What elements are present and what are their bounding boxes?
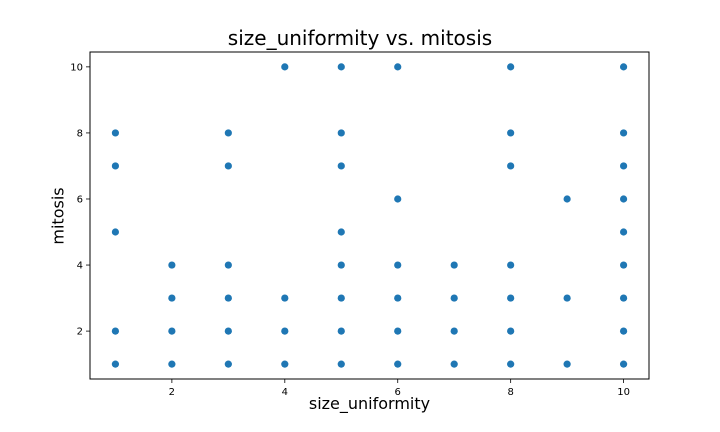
data-point: [224, 129, 232, 137]
data-point: [507, 129, 515, 137]
data-point: [507, 63, 515, 71]
data-point: [619, 129, 628, 137]
data-point: [111, 228, 120, 236]
data-point: [394, 360, 402, 368]
data-point: [337, 129, 345, 137]
y-tick-label: 10: [70, 62, 83, 73]
data-point: [337, 360, 345, 368]
data-point: [619, 360, 628, 368]
data-point: [337, 63, 345, 71]
data-point: [394, 327, 402, 335]
data-point: [111, 360, 120, 368]
data-point: [450, 294, 458, 302]
data-point: [337, 162, 345, 170]
data-point: [619, 195, 628, 203]
data-point: [168, 261, 176, 269]
data-point: [168, 294, 176, 302]
data-point: [337, 261, 345, 269]
x-tick-label: 10: [617, 387, 630, 398]
y-axis-ticks: 2 4 6 8 10: [70, 62, 90, 338]
x-tick-label: 4: [282, 387, 288, 398]
data-point: [450, 261, 458, 269]
data-points: [111, 63, 628, 368]
data-point: [224, 294, 232, 302]
data-point: [507, 360, 515, 368]
data-point: [281, 360, 289, 368]
data-point: [281, 327, 289, 335]
data-point: [563, 360, 571, 368]
x-tick-label: 6: [395, 387, 401, 398]
y-tick-label: 2: [77, 327, 83, 338]
data-point: [111, 129, 120, 137]
y-tick-label: 6: [77, 194, 83, 205]
data-point: [394, 261, 402, 269]
plot-frame: [89, 51, 650, 380]
data-point: [619, 63, 628, 71]
data-point: [224, 360, 232, 368]
data-point: [507, 294, 515, 302]
data-point: [619, 228, 628, 236]
data-point: [111, 162, 120, 170]
data-point: [281, 294, 289, 302]
data-point: [507, 162, 515, 170]
data-point: [450, 360, 458, 368]
data-point: [619, 162, 628, 170]
data-point: [224, 162, 232, 170]
data-point: [168, 360, 176, 368]
data-point: [224, 261, 232, 269]
data-point: [619, 261, 628, 269]
data-point: [394, 294, 402, 302]
data-point: [394, 63, 402, 71]
y-tick-label: 8: [77, 128, 83, 139]
data-point: [168, 327, 176, 335]
x-tick-label: 8: [507, 387, 513, 398]
data-point: [507, 327, 515, 335]
data-point: [224, 327, 232, 335]
x-axis-ticks: 2 4 6 8 10: [169, 379, 630, 398]
y-axis-label: mitosis: [48, 187, 68, 245]
data-point: [619, 294, 628, 302]
data-point: [281, 63, 289, 71]
data-point: [450, 327, 458, 335]
chart-title: size_uniformity vs. mitosis: [227, 26, 493, 50]
data-point: [111, 327, 120, 335]
data-point: [337, 294, 345, 302]
data-point: [394, 195, 402, 203]
x-tick-label: 2: [169, 387, 175, 398]
data-point: [337, 327, 345, 335]
data-point: [507, 261, 515, 269]
data-point: [337, 228, 345, 236]
x-axis-label: size_uniformity: [308, 394, 431, 413]
y-tick-label: 4: [77, 261, 83, 272]
data-point: [619, 327, 628, 335]
data-point: [563, 294, 571, 302]
data-point: [563, 195, 571, 203]
